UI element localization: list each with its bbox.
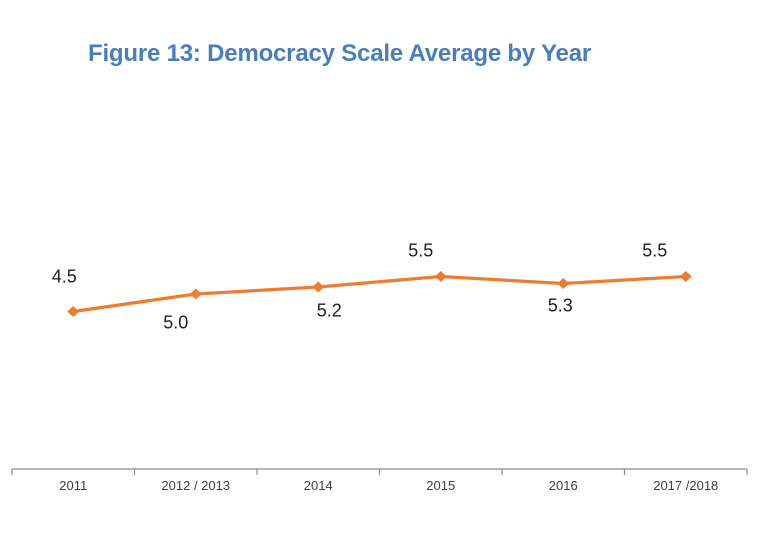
data-point-marker — [189, 288, 202, 300]
data-point-marker — [434, 271, 447, 282]
data-point-marker — [557, 278, 570, 289]
x-axis-label: 2015 — [426, 478, 456, 493]
x-axis-label: 2014 — [303, 478, 333, 493]
x-axis-label: 2017 /2018 — [653, 478, 719, 493]
data-label: 5.5 — [408, 240, 434, 260]
data-label: 5.2 — [316, 300, 342, 321]
democracy-scale-line — [71, 274, 688, 314]
data-label: 4.5 — [51, 266, 77, 286]
data-label: 5.0 — [163, 312, 189, 333]
data-point-marker — [312, 281, 325, 293]
x-axis-label: 2011 — [59, 478, 88, 493]
data-point-marker — [679, 271, 692, 282]
data-label: 5.5 — [642, 240, 668, 260]
x-axis-label: 2012 / 2013 — [161, 478, 231, 493]
x-axis-label: 2016 — [548, 478, 578, 493]
data-label: 5.3 — [547, 295, 573, 315]
data-point-marker — [67, 306, 80, 317]
chart-title: Figure 13: Democracy Scale Average by Ye… — [88, 40, 591, 67]
